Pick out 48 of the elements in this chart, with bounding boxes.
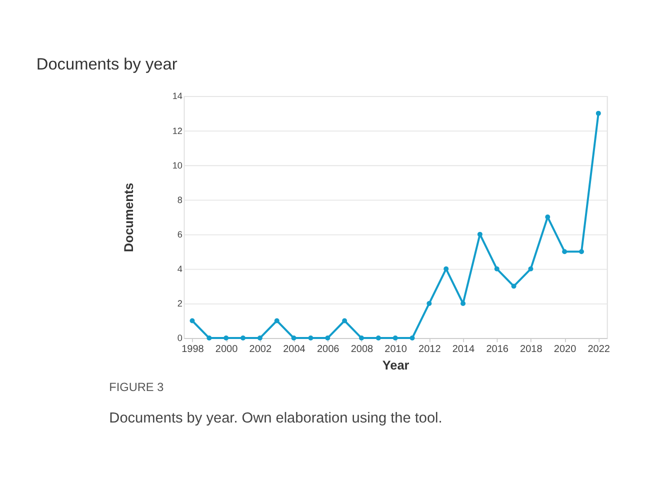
- point: [392, 336, 398, 341]
- point: [274, 318, 280, 324]
- point: [596, 110, 601, 116]
- x-tick-label: 2020: [554, 344, 577, 356]
- x-tick-label: 2008: [350, 344, 374, 356]
- point: [562, 249, 568, 254]
- y-tick-label: 8: [177, 194, 182, 205]
- point: [494, 266, 500, 272]
- point: [477, 232, 482, 237]
- point: [358, 336, 364, 341]
- chart-title: Documents by year: [36, 56, 178, 74]
- point: [257, 336, 262, 341]
- x-tick-label: 1998: [182, 344, 204, 356]
- y-axis-title: Documents: [121, 182, 136, 252]
- y-tick-label: 4: [177, 264, 182, 274]
- x-tick-label: 2018: [520, 344, 543, 356]
- text: Documents by year. Own elaboration using the tool.: [109, 410, 442, 427]
- y-tick-label: 0: [177, 333, 182, 344]
- point: [206, 336, 212, 341]
- point: [511, 284, 516, 289]
- x-tick-label: 2012: [418, 344, 442, 356]
- point: [579, 249, 584, 254]
- x-tick-label: 2016: [486, 344, 509, 356]
- y-tick-label: 6: [177, 230, 182, 240]
- point: [240, 336, 246, 341]
- point: [224, 336, 229, 341]
- y-tick-label: 10: [172, 160, 182, 170]
- caption: FIGURE 3: [109, 380, 164, 394]
- point: [308, 336, 314, 341]
- y-tick-label: 14: [172, 91, 182, 102]
- point: [342, 318, 348, 324]
- y-tick-label: 12: [172, 126, 182, 136]
- x-tick-label: 2004: [283, 344, 306, 356]
- point: [325, 336, 330, 341]
- x-tick-label: 2010: [384, 344, 408, 356]
- x-tick-label: 2022: [588, 344, 610, 356]
- x-tick-label: 2014: [452, 344, 476, 356]
- x-axis-title: Year: [382, 357, 410, 372]
- point: [410, 336, 415, 341]
- point: [444, 266, 449, 272]
- point: [528, 266, 534, 272]
- x-tick-label: 2000: [215, 344, 238, 356]
- x-tick-label: 2002: [249, 344, 272, 356]
- point: [426, 300, 432, 306]
- point: [376, 336, 381, 341]
- y-tick-label: 2: [177, 298, 182, 309]
- point: [291, 336, 296, 341]
- x-tick-label: 2006: [316, 344, 340, 356]
